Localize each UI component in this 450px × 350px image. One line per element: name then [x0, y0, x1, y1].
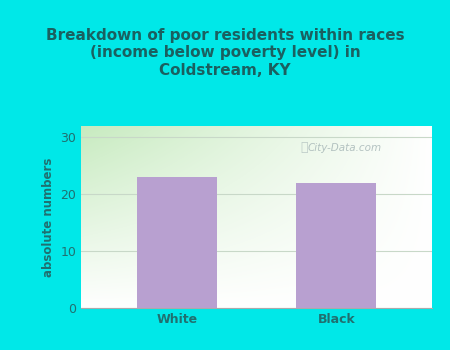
Text: ⦿: ⦿: [300, 141, 308, 154]
Text: Breakdown of poor residents within races
(income below poverty level) in
Coldstr: Breakdown of poor residents within races…: [46, 28, 404, 78]
Text: City-Data.com: City-Data.com: [307, 143, 381, 153]
Bar: [297, 183, 376, 308]
Bar: [137, 177, 216, 308]
Y-axis label: absolute numbers: absolute numbers: [42, 157, 55, 277]
